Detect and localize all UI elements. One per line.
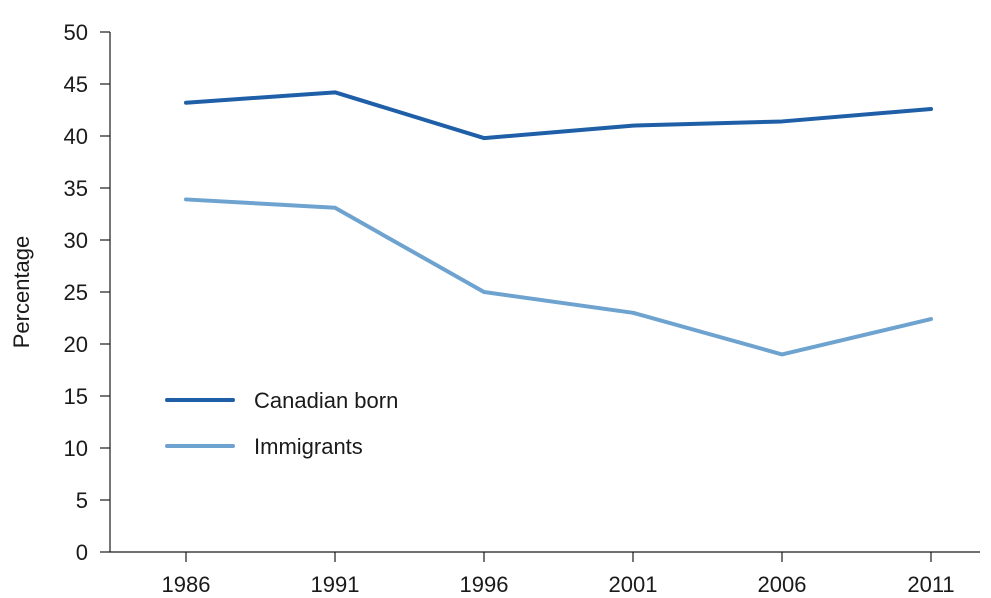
y-tick-label: 10 [64,436,88,461]
x-tick-label: 1991 [311,572,360,597]
legend-label-immigrants: Immigrants [254,434,363,459]
y-tick-label: 35 [64,176,88,201]
y-tick-label: 50 [64,20,88,45]
y-tick-label: 40 [64,124,88,149]
y-tick-label: 15 [64,384,88,409]
series-line-canadian-born [184,90,933,141]
x-axis: 1986 1991 1996 2001 2006 2011 [110,551,980,597]
legend: Canadian born Immigrants [165,388,398,459]
y-axis-title: Percentage [9,236,34,349]
y-tick-label: 5 [76,488,88,513]
x-tick-label: 2011 [907,572,954,597]
y-tick-label: 45 [64,72,88,97]
series-lines [184,90,933,357]
y-tick-label: 0 [76,540,88,565]
x-tick-label: 1986 [162,572,211,597]
y-tick-label: 20 [64,332,88,357]
y-axis: 0 5 10 15 20 25 30 35 40 45 50 [64,20,111,565]
legend-label-canadian-born: Canadian born [254,388,398,413]
x-tick-label: 2001 [609,572,658,597]
y-tick-label: 25 [64,280,88,305]
series-line-immigrants [184,197,933,357]
x-tick-label: 2006 [758,572,807,597]
x-tick-label: 1996 [460,572,509,597]
y-tick-label: 30 [64,228,88,253]
